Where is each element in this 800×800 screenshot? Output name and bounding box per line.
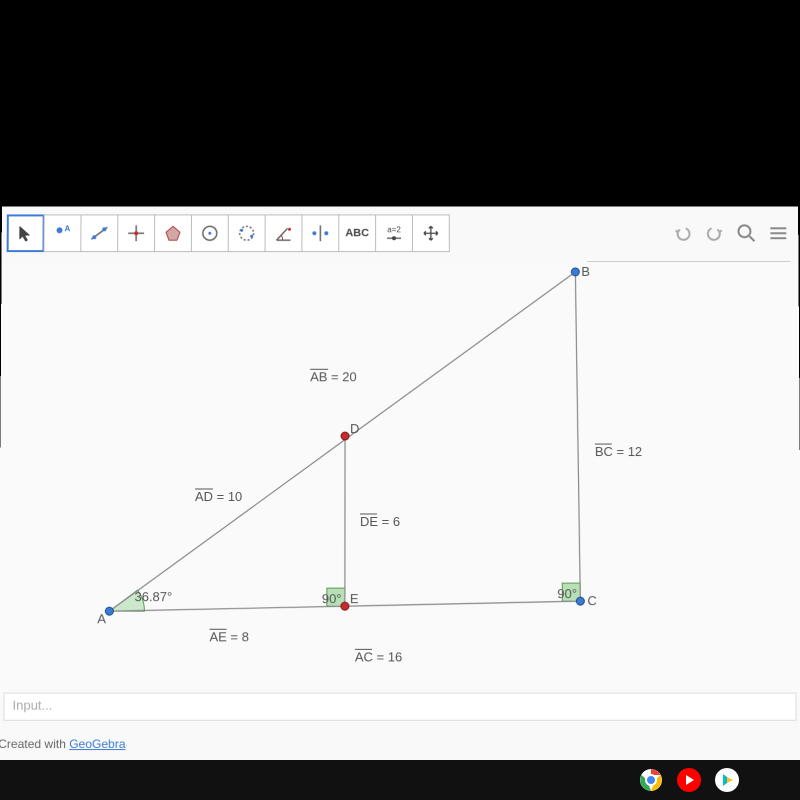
tool-slider[interactable]: a=2	[375, 214, 413, 252]
tool-toolbar: A ABC a=2	[7, 214, 449, 256]
input-field[interactable]: Input...	[3, 693, 796, 721]
svg-text:AD = 10: AD = 10	[195, 489, 242, 504]
label-angle-c: 90°	[557, 586, 577, 601]
label-angle-e: 90°	[322, 591, 342, 606]
tool-reflect[interactable]	[301, 214, 339, 252]
svg-text:BC = 12: BC = 12	[595, 444, 642, 459]
menu-button[interactable]	[766, 221, 790, 245]
tool-circle[interactable]	[191, 214, 229, 252]
play-icon[interactable]	[714, 767, 740, 793]
label-de: DE = 6	[360, 514, 400, 529]
point-a-label: A	[97, 611, 106, 626]
point-b-label: B	[581, 264, 590, 279]
app-window: A ABC a=2	[0, 207, 800, 767]
point-d-label: D	[350, 421, 359, 436]
tool-polygon[interactable]	[154, 214, 192, 252]
tool-line[interactable]	[80, 214, 118, 252]
svg-text:A: A	[64, 224, 70, 233]
label-angle-a: 36.87°	[134, 589, 172, 604]
point-c-label: C	[587, 593, 596, 608]
point-b[interactable]	[571, 268, 579, 276]
label-ab: AB = 20	[310, 369, 357, 384]
redo-button[interactable]	[703, 221, 727, 245]
footer-link[interactable]: GeoGebra	[69, 737, 125, 751]
tool-move-view[interactable]	[412, 214, 450, 252]
segment-ab	[109, 272, 576, 611]
tool-conic[interactable]	[228, 214, 266, 252]
tool-move[interactable]	[7, 214, 45, 252]
footer: Created with GeoGebra	[0, 737, 126, 751]
tool-text[interactable]: ABC	[338, 214, 376, 252]
point-a[interactable]	[105, 607, 113, 615]
segment-bc	[575, 272, 580, 601]
label-ac: AC = 16	[355, 649, 402, 664]
input-placeholder: Input...	[12, 698, 52, 713]
tool-angle[interactable]	[265, 214, 303, 252]
point-e[interactable]	[341, 602, 349, 610]
tool-point[interactable]: A	[43, 214, 81, 252]
youtube-icon[interactable]	[676, 767, 702, 793]
search-button[interactable]	[734, 221, 758, 245]
svg-text:AC = 16: AC = 16	[355, 649, 402, 664]
undo-button[interactable]	[671, 221, 695, 245]
svg-text:AB = 20: AB = 20	[310, 369, 357, 384]
svg-text:DE = 6: DE = 6	[360, 514, 400, 529]
label-ad: AD = 10	[195, 489, 242, 504]
os-taskbar	[0, 760, 800, 800]
point-d[interactable]	[341, 432, 349, 440]
tool-perpendicular[interactable]	[117, 214, 155, 252]
geometry-diagram: AB = 20 AD = 10 DE = 6 BC = 12 AE = 8	[0, 262, 800, 702]
svg-text:AE = 8: AE = 8	[209, 629, 249, 644]
point-e-label: E	[350, 591, 359, 606]
label-ae: AE = 8	[209, 629, 249, 644]
right-tools	[671, 221, 791, 245]
graphics-canvas[interactable]: AB = 20 AD = 10 DE = 6 BC = 12 AE = 8	[0, 262, 800, 702]
footer-prefix: Created with	[0, 737, 69, 751]
label-bc: BC = 12	[595, 444, 642, 459]
tool-slider-label: a=2	[387, 225, 401, 234]
chrome-icon[interactable]	[638, 767, 664, 793]
tool-text-label: ABC	[345, 227, 369, 239]
point-c[interactable]	[576, 597, 584, 605]
